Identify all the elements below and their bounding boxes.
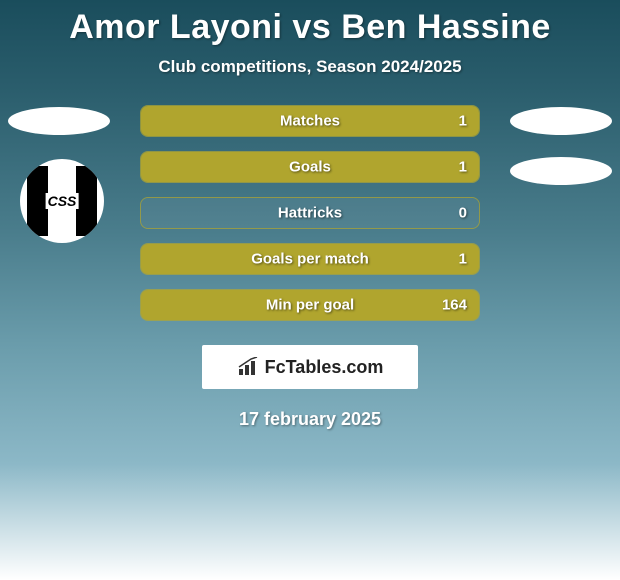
stat-label: Hattricks — [278, 205, 342, 222]
club-badge-stripes: CSS — [27, 166, 97, 236]
player-placeholder-right-2 — [510, 157, 612, 185]
brand-box[interactable]: FcTables.com — [202, 345, 418, 389]
chart-icon — [237, 357, 261, 377]
stat-row: Hattricks 0 — [140, 197, 480, 229]
player-placeholder-left — [8, 107, 110, 135]
stat-value: 1 — [459, 251, 467, 268]
stat-value: 1 — [459, 159, 467, 176]
stat-row: Goals per match 1 — [140, 243, 480, 275]
stats-area: CSS Matches 1 Goals 1 Hattricks 0 Goals per ma… — [0, 105, 620, 321]
stat-label: Min per goal — [266, 297, 354, 314]
stat-row: Goals 1 — [140, 151, 480, 183]
widget-container: Amor Layoni vs Ben Hassine Club competit… — [0, 0, 620, 430]
page-subtitle: Club competitions, Season 2024/2025 — [0, 57, 620, 77]
club-badge-text: CSS — [46, 193, 79, 209]
club-badge: CSS — [20, 159, 104, 243]
date-line: 17 february 2025 — [0, 409, 620, 430]
stat-value: 1 — [459, 113, 467, 130]
page-title: Amor Layoni vs Ben Hassine — [0, 8, 620, 47]
stat-label: Goals — [289, 159, 331, 176]
player-placeholder-right-1 — [510, 107, 612, 135]
stat-rows: Matches 1 Goals 1 Hattricks 0 Goals per match 1… — [140, 105, 480, 321]
stat-label: Goals per match — [251, 251, 369, 268]
stat-row: Matches 1 — [140, 105, 480, 137]
stat-label: Matches — [280, 113, 340, 130]
stat-value: 164 — [442, 297, 467, 314]
brand-text: FcTables.com — [265, 357, 384, 378]
stat-value: 0 — [459, 205, 467, 222]
stat-row: Min per goal 164 — [140, 289, 480, 321]
